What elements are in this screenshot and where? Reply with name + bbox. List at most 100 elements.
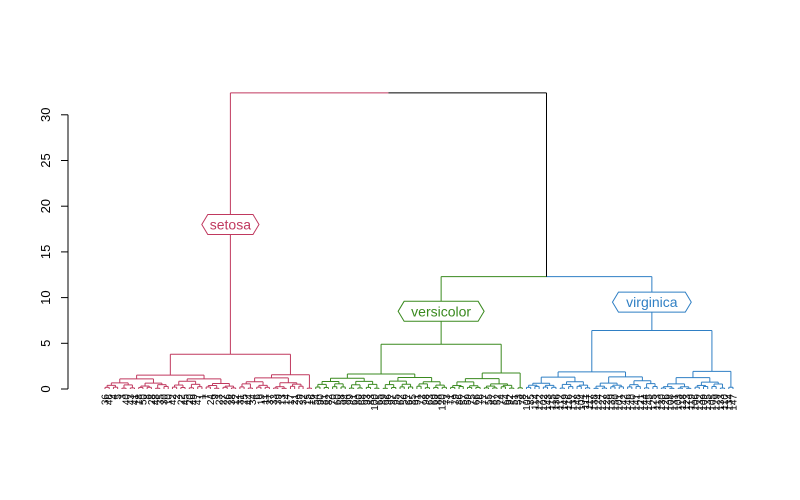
- leaf-label: 52: [492, 394, 503, 406]
- leaf-label: 36: [101, 394, 112, 406]
- leaf-label: 74: [497, 394, 508, 406]
- leaf-label: 119: [686, 394, 697, 410]
- leaf-label: 124: [594, 394, 605, 411]
- leaf-label: 88: [433, 394, 444, 406]
- leaf-label: 101: [615, 394, 626, 411]
- cluster-label-text: versicolor: [411, 303, 471, 319]
- leaf-label: 18: [134, 394, 145, 406]
- leaf-label: 95: [391, 394, 402, 406]
- leaf-label: 98: [421, 394, 432, 406]
- cluster-label-box: [611, 291, 692, 313]
- leaf-label: 40: [122, 394, 133, 406]
- leaf-label: 73: [442, 394, 453, 406]
- leaf-label: 104: [577, 394, 588, 411]
- leaf-label: 139: [606, 394, 617, 411]
- y-tick-label: 0: [38, 385, 53, 392]
- leaf-label: 93: [362, 394, 373, 406]
- y-tick-label: 10: [38, 290, 53, 304]
- leaf-label: 111: [581, 394, 592, 410]
- leaf-label: 23: [214, 394, 225, 406]
- cluster-label-text: virginica: [626, 294, 678, 310]
- leaf-label: 120: [438, 394, 449, 411]
- leaf-label: 42: [168, 394, 179, 406]
- leaf-label: 8: [143, 394, 154, 400]
- leaf-label: 123: [682, 394, 693, 411]
- leaf-label: 55: [484, 394, 495, 406]
- leaf-label: 81: [320, 394, 331, 406]
- leaf-label: 114: [530, 394, 541, 410]
- leaf-label: 68: [358, 394, 369, 406]
- leaf-label: 33: [269, 394, 280, 406]
- leaf-label: 140: [627, 394, 638, 411]
- leaf-label: 89: [379, 394, 390, 406]
- leaf-label: 16: [307, 394, 318, 406]
- leaf-label: 4: [109, 394, 120, 400]
- leaf-label: 24: [206, 394, 217, 406]
- leaf-label: 118: [678, 394, 689, 410]
- leaf-label: 38: [227, 394, 238, 406]
- leaf-label: 28: [147, 394, 158, 406]
- leaf-label: 92: [505, 394, 516, 406]
- leaf-label: 110: [720, 394, 731, 410]
- leaf-label: 21: [290, 394, 301, 406]
- y-tick-label: 15: [38, 245, 53, 259]
- leaf-label: 3: [117, 394, 128, 400]
- leaf-label: 76: [476, 394, 487, 406]
- leaf-label: 34: [248, 394, 259, 406]
- leaf-label: 147: [729, 394, 740, 411]
- leaf-label: 148: [573, 394, 584, 411]
- leaf-label: 32: [299, 394, 310, 406]
- leaf-label: 70: [328, 394, 339, 406]
- leaf-label: 47: [193, 394, 204, 406]
- leaf-label: 45: [181, 394, 192, 406]
- leaf-label: 7: [202, 394, 213, 400]
- y-tick-label: 20: [38, 199, 53, 213]
- leaf-label: 35: [155, 394, 166, 406]
- leaf-label: 39: [273, 394, 284, 406]
- cluster-label-box: [201, 213, 260, 235]
- leaf-label: 43: [126, 394, 137, 406]
- leaf-label: 116: [564, 394, 575, 410]
- leaf-label: 48: [151, 394, 162, 406]
- leaf-label: 22: [176, 394, 187, 406]
- leaf-label: 12: [231, 394, 242, 406]
- leaf-label: 57: [459, 394, 470, 406]
- leaf-label: 106: [691, 394, 702, 411]
- leaf-label: 41: [130, 394, 141, 406]
- leaf-label: 51: [509, 394, 520, 406]
- leaf-label: 94: [341, 394, 352, 406]
- leaf-label: 83: [366, 394, 377, 406]
- leaf-label: 138: [589, 394, 600, 411]
- leaf-label: 78: [518, 394, 529, 406]
- leaf-label: 122: [535, 394, 546, 411]
- leaf-label: 30: [160, 394, 171, 406]
- leaf-label: 66: [471, 394, 482, 406]
- leaf-label: 82: [324, 394, 335, 406]
- leaf-label: 136: [551, 394, 562, 411]
- leaf-label: 60: [332, 394, 343, 406]
- leaf-label: 127: [598, 394, 609, 411]
- leaf-label: 54: [311, 394, 322, 406]
- leaf-label: 79: [450, 394, 461, 406]
- leaf-label: 90: [315, 394, 326, 406]
- leaf-label: 27: [219, 394, 230, 406]
- leaf-label: 56: [400, 394, 411, 406]
- leaf-label: 150: [610, 394, 621, 411]
- leaf-label: 13: [278, 394, 289, 406]
- leaf-label: 145: [644, 394, 655, 411]
- y-axis: 0 5 10 15 20 25 30: [38, 108, 69, 393]
- leaf-label: 65: [374, 394, 385, 406]
- cluster-label-virginica: virginica: [611, 291, 692, 313]
- leaf-label: 115: [547, 394, 558, 410]
- leaf-label: 105: [707, 394, 718, 411]
- leaf-label: 1: [197, 394, 208, 400]
- leaf-label: 143: [543, 394, 554, 411]
- leaf-label: 5: [113, 394, 124, 400]
- y-tick-label: 30: [38, 108, 53, 122]
- cluster-label-box: [397, 300, 485, 322]
- leaf-label: 6: [252, 394, 263, 400]
- leaf-label: 100: [370, 394, 381, 411]
- leaf-label: 129: [712, 394, 723, 411]
- leaf-label: 14: [282, 394, 293, 406]
- leaf-label: 49: [189, 394, 200, 406]
